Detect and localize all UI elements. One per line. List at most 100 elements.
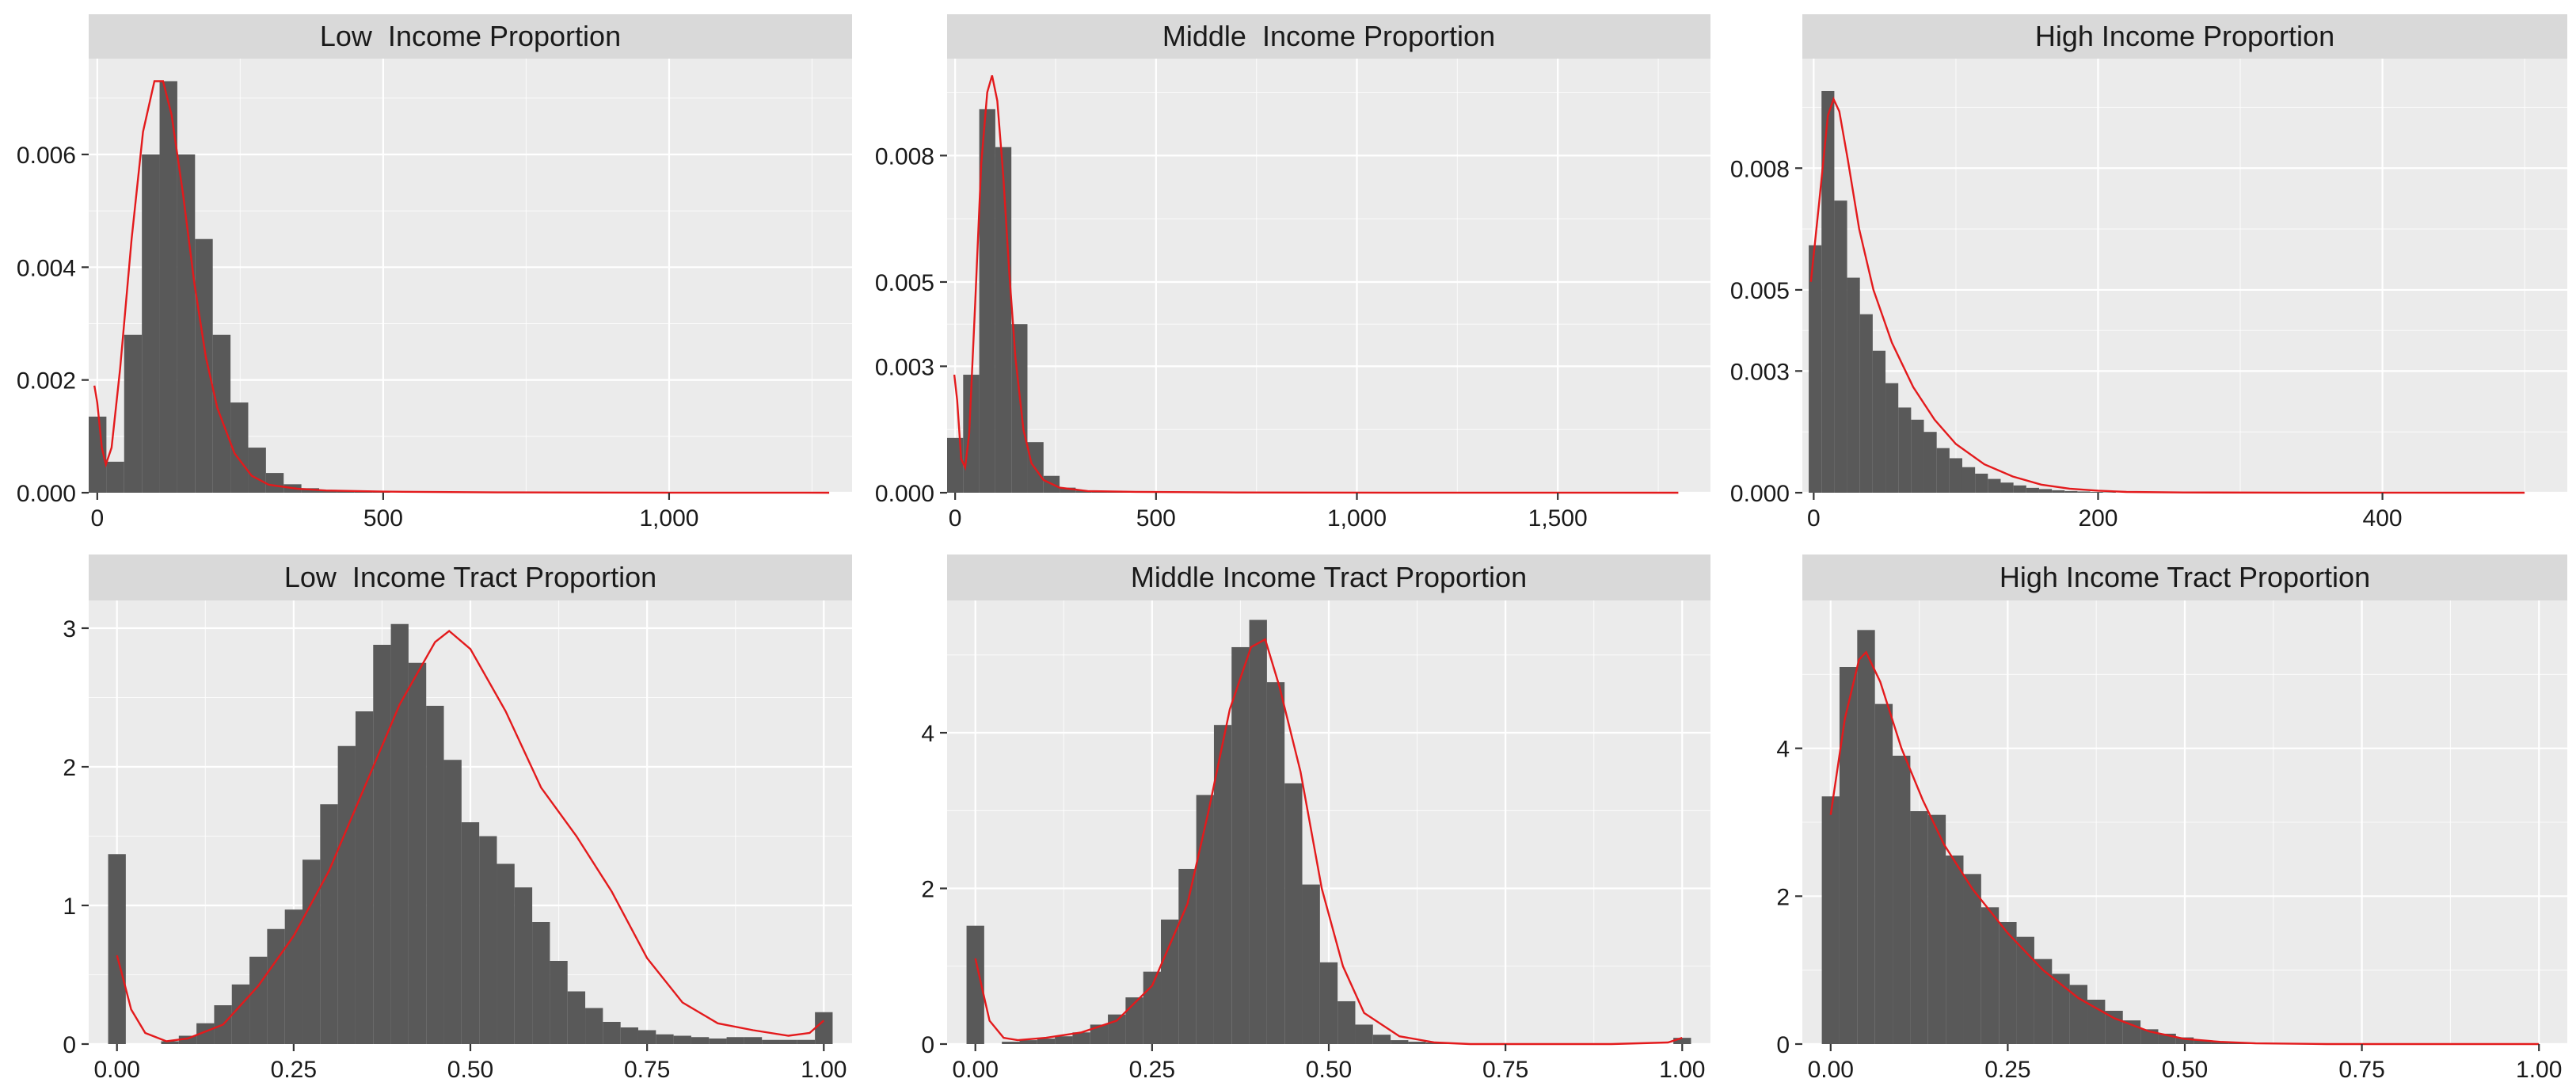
histogram-bar [1946, 856, 1964, 1044]
panel-title-strip [947, 14, 1710, 59]
histogram-bar [108, 854, 126, 1044]
histogram-bar [979, 109, 995, 493]
histogram-bar [1859, 314, 1873, 493]
histogram-bar [1963, 874, 1981, 1044]
histogram-bar [1337, 1000, 1356, 1044]
histogram-bar [620, 1027, 638, 1044]
histogram-bar [1872, 350, 1886, 493]
histogram-bar [1002, 1042, 1020, 1044]
histogram-bar [267, 928, 285, 1044]
y-tick-label: 3 [63, 616, 76, 642]
histogram-bar [567, 991, 586, 1044]
histogram-bar [1911, 419, 1924, 493]
histogram-bar [1355, 1024, 1373, 1044]
histogram-bar [1060, 487, 1076, 493]
histogram-bar [744, 1037, 763, 1044]
panel-title-strip [947, 555, 1710, 600]
y-tick-label: 0 [63, 1032, 76, 1058]
y-tick-label: 0 [1776, 1032, 1790, 1058]
histogram-bar [1885, 383, 1899, 493]
histogram-bar [284, 909, 303, 1044]
x-tick-label: 1,000 [639, 505, 698, 532]
panel-title-strip [1802, 555, 2567, 600]
density-curve [974, 638, 1683, 1046]
y-tick-label: 2 [1776, 884, 1790, 910]
histogram-bar [177, 154, 196, 494]
panel-5: Middle Income Tract Proportion 0.00 0.25 0.… [921, 555, 1710, 1083]
histogram-bar [1874, 703, 1893, 1044]
panel-title: Middle Income Tract Proportion [1131, 561, 1527, 593]
histogram-bar [532, 922, 550, 1044]
histogram-bar [2052, 490, 2065, 493]
histogram-bar [443, 760, 462, 1044]
histogram-bar [2000, 482, 2014, 493]
y-tick-label: 1 [63, 894, 76, 920]
x-tick-label: 0.50 [1306, 1057, 1352, 1083]
y-tick-label: 0.008 [875, 143, 934, 170]
histogram-bar [1072, 1032, 1090, 1044]
x-tick-label: 0.75 [2338, 1057, 2384, 1083]
histogram-bar [1961, 467, 1976, 493]
panel-title: Low Income Proportion [320, 20, 621, 52]
histogram-bar [656, 1034, 674, 1044]
histogram-bar [1108, 1014, 1126, 1044]
histogram-bar [124, 334, 143, 493]
histogram-bar [637, 1030, 656, 1044]
histogram-bar [2052, 974, 2070, 1044]
histogram-bar [479, 836, 497, 1044]
histogram-bar [1923, 432, 1937, 493]
histogram-bar [196, 1023, 215, 1044]
y-tick-label: 0.006 [17, 143, 76, 169]
y-tick-label: 4 [1776, 737, 1790, 763]
panel-title: High Income Proportion [2035, 20, 2334, 52]
x-tick-label: 500 [1136, 505, 1176, 532]
y-tick-label: 2 [921, 877, 934, 903]
histogram-bar [2034, 959, 2053, 1044]
histogram-bar [1839, 667, 1858, 1044]
histogram-bar [195, 238, 213, 493]
x-tick-label: 200 [2078, 505, 2117, 532]
histogram-bar [106, 461, 124, 493]
histogram-bar [1037, 1039, 1056, 1044]
histogram-bar [161, 1041, 179, 1044]
histogram-bar [249, 956, 268, 1044]
histogram-bar [1055, 1036, 1073, 1044]
histogram-bar [2211, 1042, 2229, 1044]
x-tick-label: 0.00 [953, 1057, 999, 1083]
y-tick-label: 0.008 [1730, 156, 1790, 182]
histogram-bar [355, 711, 374, 1044]
histogram-bar [815, 1012, 833, 1044]
histogram-bar [1231, 646, 1250, 1044]
histogram-bar [1090, 1024, 1109, 1044]
y-tick-label: 0 [921, 1032, 934, 1058]
density-curve [116, 629, 825, 1042]
x-tick-label: 0.75 [1482, 1057, 1528, 1083]
histogram-bar [1936, 448, 1950, 493]
histogram-bar [709, 1039, 727, 1044]
histogram-bar [1988, 478, 2001, 493]
histogram-bar [390, 623, 409, 1044]
y-tick-label: 0.003 [1730, 359, 1790, 385]
histogram-bar [603, 1022, 621, 1044]
x-tick-label: 0 [1807, 505, 1821, 532]
histogram-bar [963, 375, 980, 493]
histogram-bar [2090, 491, 2103, 493]
x-tick-label: 0.25 [1984, 1057, 2030, 1083]
x-tick-label: 0.00 [94, 1057, 140, 1083]
x-tick-label: 1,000 [1327, 505, 1387, 532]
histogram-bar [1161, 919, 1179, 1044]
histogram-bar [2026, 487, 2039, 493]
histogram-bar [1981, 907, 2000, 1044]
histogram-bar [673, 1035, 691, 1044]
x-tick-label: 0.50 [2162, 1057, 2208, 1083]
histogram-bar [302, 859, 321, 1044]
histogram-bar [2102, 492, 2116, 493]
plot-background [947, 59, 1710, 493]
panel-title: Low Income Tract Proportion [284, 561, 656, 593]
y-tick-label: 0.005 [1730, 278, 1790, 304]
histogram-bar [779, 1039, 797, 1044]
y-tick-label: 0.003 [875, 354, 934, 380]
panel-2: Middle Income Proportion 0 500 1,000 1,500 0.… [875, 14, 1710, 532]
y-tick-label: 0.000 [1730, 481, 1790, 507]
histogram-bar [2038, 489, 2053, 493]
